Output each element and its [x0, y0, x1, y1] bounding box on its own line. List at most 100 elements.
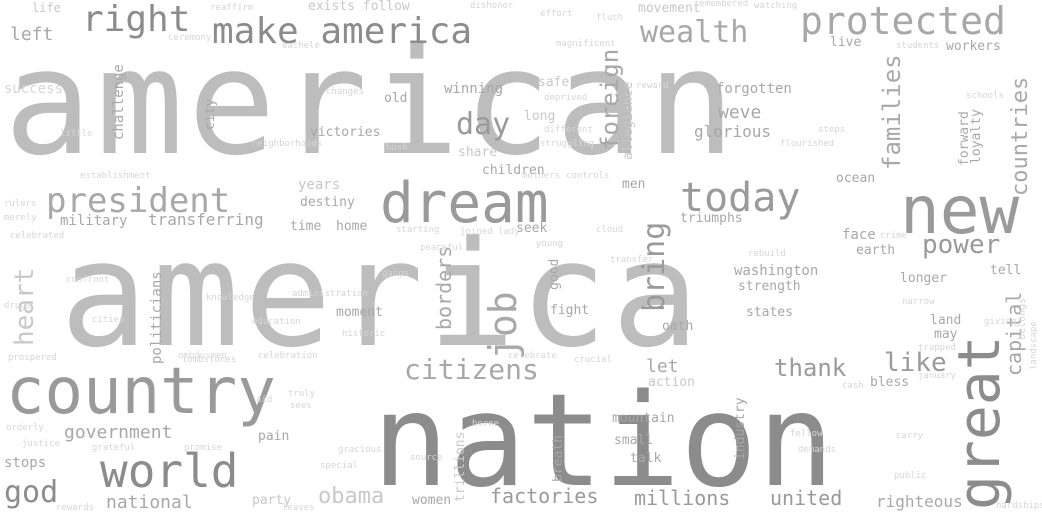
- word-sees: sees: [290, 401, 312, 411]
- word-starting: starting: [396, 225, 440, 235]
- word-transfer: transfer: [610, 255, 654, 265]
- word-lady: lady: [498, 227, 520, 237]
- word-watching: watching: [754, 1, 798, 11]
- word-great: great: [945, 335, 1013, 510]
- word-city: city: [203, 98, 218, 130]
- word-knowledge: knowledge: [206, 293, 255, 303]
- word-industry: industry: [733, 397, 748, 460]
- word-aid: aid: [256, 395, 273, 405]
- word-weve: weve: [718, 102, 762, 123]
- word-neighborhoods: neighborhoods: [252, 139, 323, 149]
- word-women: women: [412, 493, 452, 508]
- word-students: students: [896, 41, 940, 51]
- word-remembered: remembered: [694, 0, 749, 9]
- word-moment: moment: [336, 305, 383, 320]
- word-president: president: [46, 181, 231, 221]
- word-changes: changes: [326, 87, 364, 97]
- word-carry: carry: [896, 431, 924, 441]
- word-action: action: [648, 375, 695, 390]
- word-crime: crime: [880, 231, 908, 241]
- word-gracious: gracious: [338, 445, 382, 455]
- word-struggling: struggling: [540, 139, 595, 149]
- word-borders: borders: [432, 245, 456, 330]
- word-home: home: [336, 219, 368, 234]
- word-demands: demands: [798, 445, 836, 455]
- word-effort: effort: [540, 9, 573, 19]
- word-protected: protected: [800, 0, 1006, 43]
- word-merely: merely: [4, 213, 37, 223]
- word-prospered: prospered: [8, 353, 57, 363]
- word-deprived: deprived: [544, 93, 588, 103]
- word-factories: factories: [490, 484, 599, 508]
- word-pain: pain: [258, 429, 290, 444]
- word-cloud: cloud: [596, 225, 624, 235]
- word-special: special: [320, 461, 358, 471]
- word-millions: millions: [634, 486, 731, 510]
- word-strength: strength: [738, 279, 801, 294]
- word-may: may: [934, 327, 958, 342]
- word-historic: historic: [342, 329, 386, 339]
- word-drugs: drugs: [4, 301, 32, 311]
- word-peaceful: peaceful: [420, 243, 464, 253]
- word-different: different: [544, 125, 593, 135]
- word-thank: thank: [774, 354, 847, 382]
- word-fight: fight: [550, 303, 590, 318]
- word-longer: longer: [900, 271, 947, 286]
- word-reward: reward: [636, 81, 669, 91]
- word-wealth: wealth: [640, 15, 749, 50]
- word-oath: oath: [662, 319, 694, 334]
- word-live: live: [830, 35, 862, 50]
- word-mothers: mothers: [522, 171, 560, 181]
- word-make-america: make america: [212, 11, 473, 52]
- word-grateful: grateful: [92, 443, 136, 453]
- word-celebration: celebration: [258, 351, 318, 361]
- word-borne: borne: [472, 419, 500, 429]
- word-ocean: ocean: [836, 171, 876, 186]
- word-new: new: [900, 172, 1020, 249]
- word-justice: justice: [22, 439, 60, 449]
- word-destiny: destiny: [300, 195, 355, 210]
- word-schools: schools: [966, 91, 1004, 101]
- word-january: january: [918, 371, 956, 381]
- word-source: source: [410, 453, 443, 463]
- word-loyalty: loyalty: [969, 109, 984, 164]
- word-celebrated: celebrated: [10, 231, 65, 241]
- word-small: small: [614, 433, 654, 448]
- word-foreign: foreign: [596, 48, 624, 150]
- word-trapped: trapped: [918, 343, 956, 353]
- word-public: public: [894, 471, 927, 481]
- word-talk: talk: [630, 451, 662, 466]
- word-government: government: [64, 422, 173, 443]
- word-cities: cities: [92, 315, 125, 325]
- word-time: time: [290, 219, 322, 234]
- word-bless: bless: [870, 375, 910, 390]
- word-workers: workers: [946, 39, 1001, 54]
- word-flourished: flourished: [780, 139, 835, 149]
- word-cash: cash: [842, 381, 864, 391]
- word-world: world: [100, 444, 239, 498]
- word-national: national: [106, 492, 193, 513]
- word-truly: truly: [288, 389, 316, 399]
- word-right: right: [82, 0, 191, 40]
- word-let: let: [646, 356, 679, 377]
- word-joined: joined: [460, 227, 493, 237]
- word-establishment: establishment: [80, 171, 151, 181]
- word-nation: nation: [372, 367, 835, 513]
- word-forgotten: forgotten: [716, 81, 792, 97]
- word-young: young: [536, 239, 564, 249]
- word-earth: earth: [856, 243, 896, 258]
- word-america: america: [60, 210, 704, 380]
- word-controls: controls: [566, 171, 610, 181]
- word-confront: confront: [66, 275, 110, 285]
- word-rewards: rewards: [56, 503, 94, 513]
- word-victories: victories: [310, 125, 381, 140]
- word-day: day: [456, 107, 511, 142]
- word-dishonor: dishonor: [470, 1, 514, 11]
- word-little: little: [60, 129, 93, 139]
- word-hardships: hardships: [996, 501, 1042, 511]
- word-safe: safe: [538, 75, 570, 90]
- word-crucial: crucial: [574, 355, 612, 365]
- word-long: long: [524, 109, 556, 124]
- word-job: job: [481, 291, 525, 360]
